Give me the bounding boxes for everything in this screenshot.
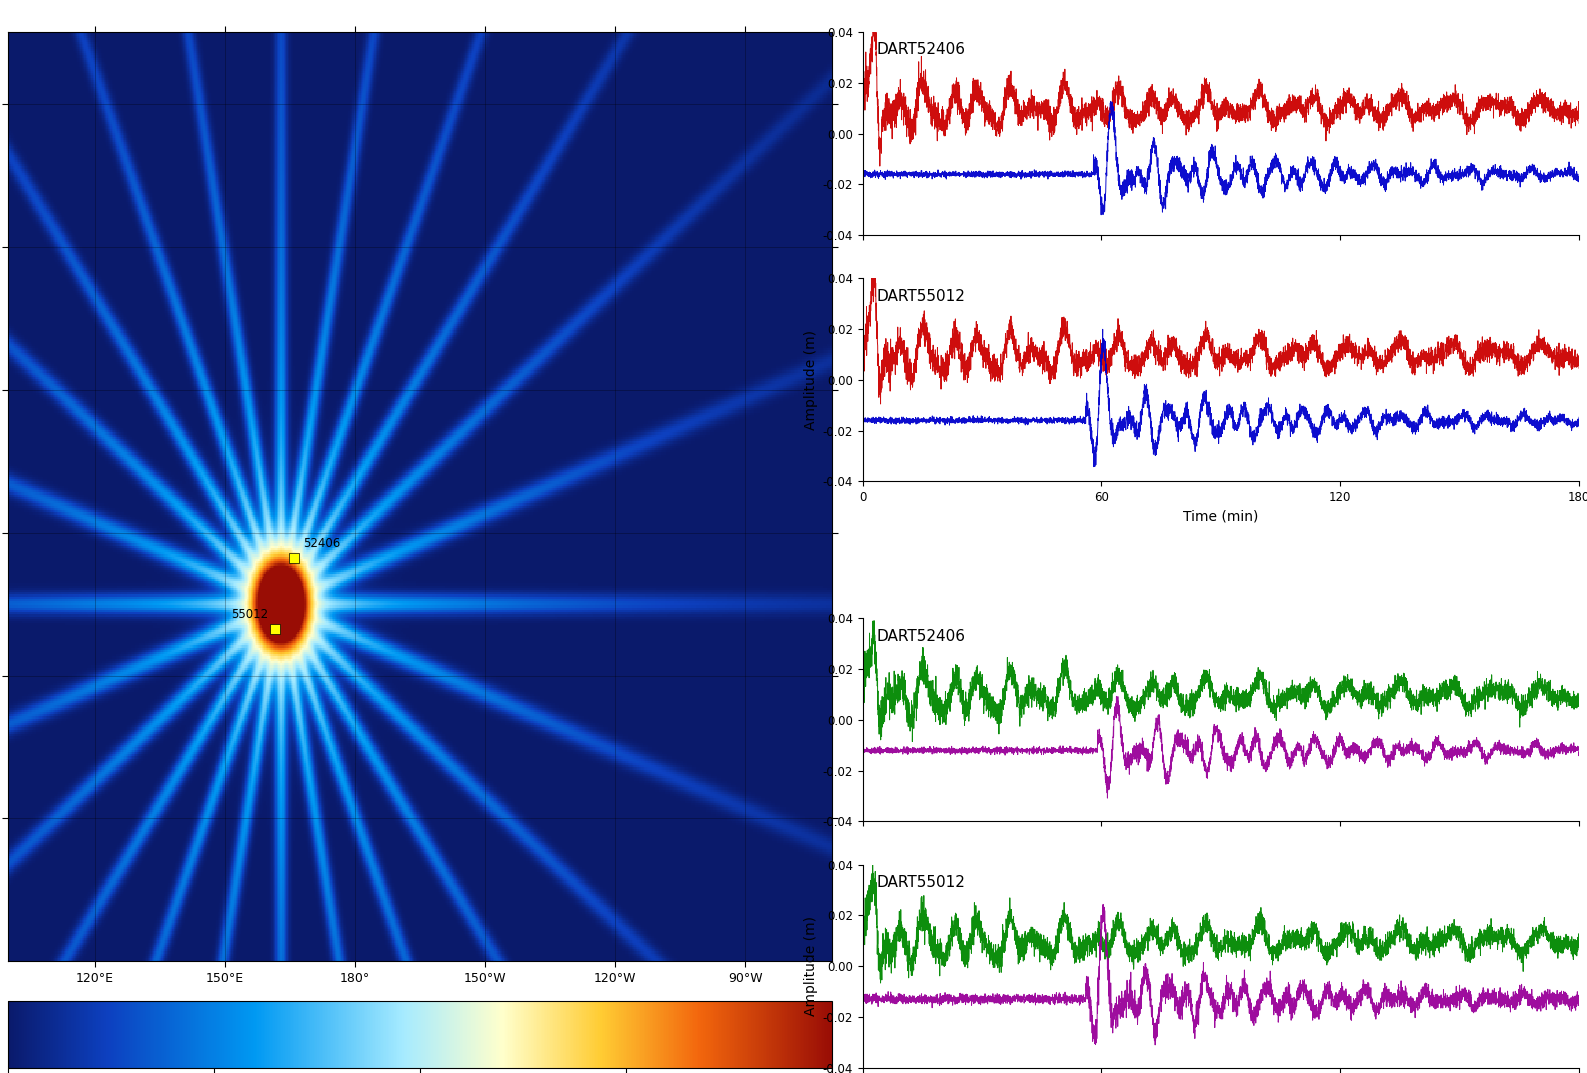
Text: DART52406: DART52406 [878,42,966,57]
Text: 55012: 55012 [232,608,268,621]
X-axis label: Time (min): Time (min) [1184,510,1258,524]
Text: DART55012: DART55012 [878,874,966,890]
Text: DART52406: DART52406 [878,629,966,644]
Text: DART55012: DART55012 [878,289,966,304]
Y-axis label: Amplitude (m): Amplitude (m) [805,916,819,1016]
Text: 52406: 52406 [303,536,340,549]
Y-axis label: Amplitude (m): Amplitude (m) [805,329,819,430]
